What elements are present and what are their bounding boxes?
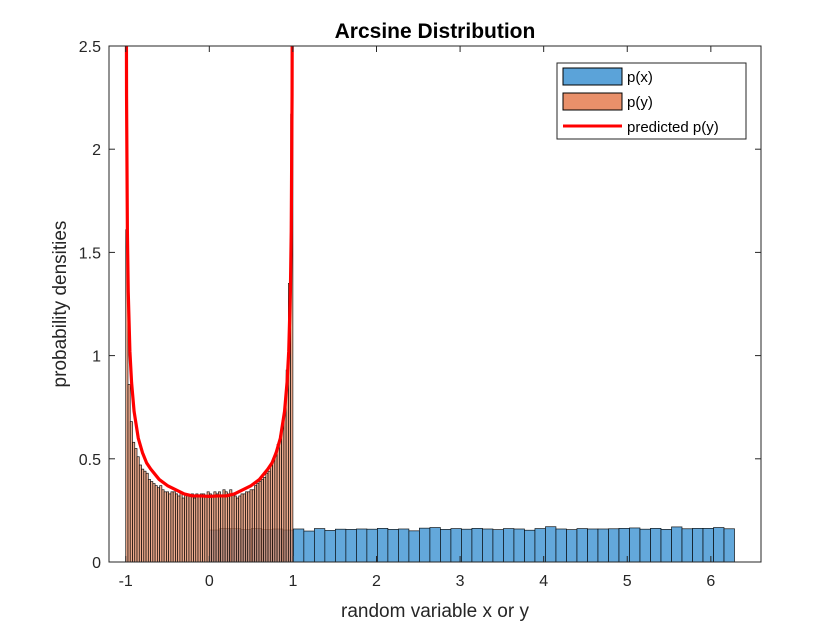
x-tick-label: 2: [372, 573, 381, 590]
hist-bar-px-24: [461, 528, 473, 563]
hist-bar-px-33: [555, 528, 567, 563]
hist-bar-px-17: [387, 529, 399, 563]
x-tick-label: 4: [539, 573, 548, 590]
legend-label-predicted: predicted p(y): [627, 119, 719, 136]
hist-bar-px-32: [545, 526, 557, 563]
hist-bar-px-28: [503, 528, 515, 563]
y-tick-label: 0.5: [79, 452, 101, 469]
hist-bar-px-12: [335, 528, 347, 563]
y-tick-label: 0: [92, 555, 101, 572]
hist-bar-px-25: [471, 528, 483, 563]
hist-bar-px-15: [366, 528, 378, 563]
hist-bar-px-41: [639, 528, 651, 563]
legend: p(x) p(y) predicted p(y): [556, 62, 747, 140]
legend-swatch-py: [562, 92, 623, 111]
hist-bar-px-26: [482, 528, 494, 563]
hist-bar-px-46: [692, 528, 704, 563]
hist-bar-px-14: [356, 528, 368, 563]
x-tick-label: 5: [623, 573, 632, 590]
legend-label-py: p(y): [627, 94, 653, 111]
hist-bar-px-30: [524, 529, 536, 563]
hist-bar-px-36: [587, 528, 599, 563]
hist-bar-px-39: [618, 528, 630, 563]
hist-bar-px-21: [429, 527, 441, 563]
hist-bar-px-47: [702, 528, 714, 563]
hist-bar-px-45: [681, 528, 693, 563]
x-tick-label: 1: [288, 573, 297, 590]
axis-ticks: -1 0 1 2 3 4 5 6 0 0.5 1 1.5 2 2.5: [79, 39, 761, 590]
x-tick-label: 6: [706, 573, 715, 590]
y-tick-label: 2.5: [79, 39, 101, 56]
hist-bar-px-18: [398, 528, 410, 563]
hist-bar-px-10: [313, 528, 326, 563]
hist-bar-px-29: [513, 528, 525, 563]
hist-bar-px-22: [440, 529, 452, 563]
x-tick-label: 3: [456, 573, 465, 590]
y-tick-label: 1.5: [79, 245, 101, 262]
hist-bar-px-16: [377, 528, 389, 563]
hist-bar-px-20: [419, 527, 431, 563]
predicted-curve-group: [124, 46, 294, 498]
hist-bar-px-34: [566, 529, 578, 563]
hist-bar-px-44: [671, 526, 683, 563]
legend-label-px: p(x): [627, 69, 653, 86]
hist-bar-px-42: [650, 528, 662, 563]
hist-bar-px-11: [324, 530, 336, 563]
hist-bar-px-37: [597, 528, 609, 563]
hist-bar-px-19: [408, 530, 420, 563]
y-tick-label: 1: [92, 349, 101, 366]
y-tick-label: 2: [92, 142, 101, 159]
hist-bar-px-48: [713, 527, 725, 563]
chart-title: Arcsine Distribution: [335, 20, 536, 43]
predicted-curve: [124, 46, 294, 498]
hist-bar-px-43: [660, 529, 672, 563]
hist-bar-px-49: [723, 528, 735, 563]
hist-bar-px-9: [303, 530, 315, 563]
plot-frame: [108, 45, 762, 563]
x-tick-label: 0: [205, 573, 214, 590]
legend-swatch-px: [562, 67, 623, 86]
hist-bar-px-13: [345, 529, 357, 563]
hist-bar-px-8: [292, 528, 305, 563]
x-tick-label: -1: [119, 573, 133, 590]
y-axis-label: probability densities: [50, 221, 71, 388]
hist-bar-px-40: [629, 527, 641, 563]
hist-bar-px-27: [492, 529, 504, 563]
hist-bar-px-35: [576, 528, 588, 563]
x-axis-label: random variable x or y: [341, 601, 529, 622]
hist-bar-px-38: [608, 528, 620, 563]
